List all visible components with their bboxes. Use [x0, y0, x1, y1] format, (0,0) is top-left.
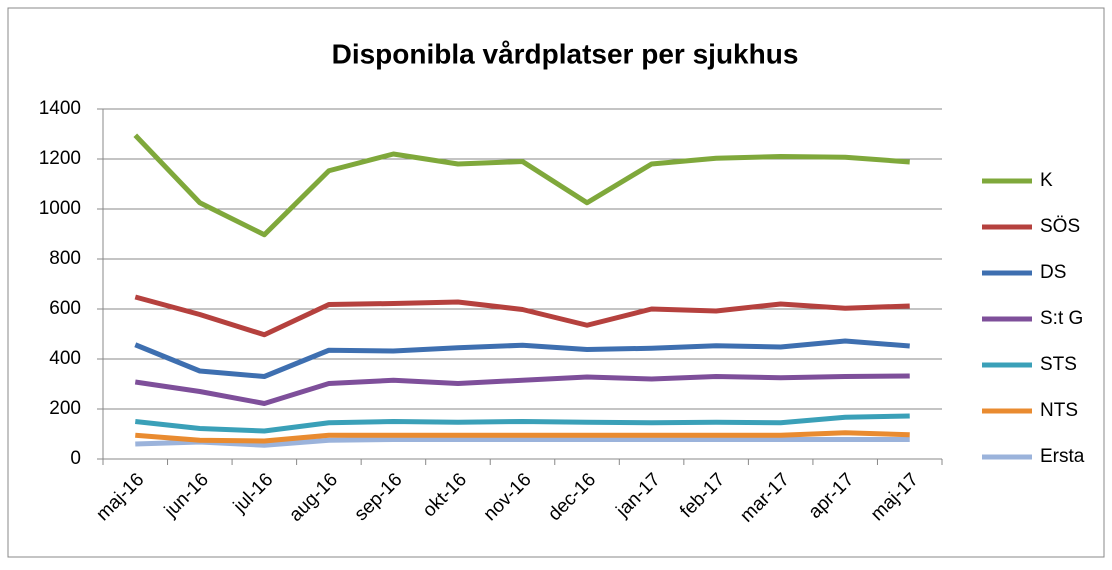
chart-frame — [7, 7, 1105, 558]
legend-label: Ersta — [1040, 446, 1085, 467]
legend-label: STS — [1040, 354, 1077, 375]
y-tick-label: 0 — [70, 448, 81, 469]
legend-label: S:t G — [1040, 308, 1083, 329]
y-tick-label: 600 — [49, 298, 81, 319]
y-tick-label: 800 — [49, 248, 81, 269]
series-line — [134, 413, 910, 434]
y-tick-label: 1400 — [39, 98, 81, 119]
y-tick-label: 1200 — [39, 148, 81, 169]
y-tick-label: 1000 — [39, 198, 81, 219]
series-line — [133, 133, 910, 238]
legend-label: NTS — [1040, 400, 1078, 421]
legend-label: SÖS — [1040, 216, 1080, 237]
legend-label: K — [1040, 170, 1053, 191]
chart-title: Disponibla vårdplatser per sjukhus — [332, 38, 799, 69]
series-line — [134, 373, 910, 406]
series-line — [135, 430, 910, 444]
series-line — [134, 294, 910, 338]
y-tick-label: 200 — [49, 398, 81, 419]
series-line — [135, 437, 910, 448]
legend-label: DS — [1040, 262, 1066, 283]
series-line — [134, 338, 910, 379]
y-tick-label: 400 — [49, 348, 81, 369]
